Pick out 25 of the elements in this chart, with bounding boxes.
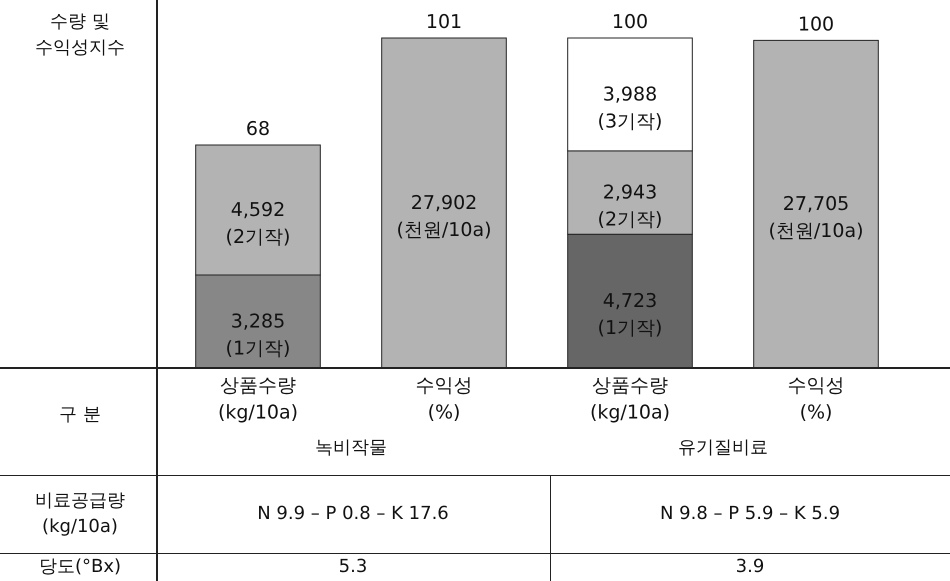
text: 101 [426, 11, 462, 33]
data-label: 2,943 (2기작) [598, 182, 662, 231]
text: N 9.8 – P 5.9 – K 5.9 [660, 502, 840, 526]
data-label: 3,285 (1기작) [226, 310, 290, 360]
x-axis-title: 구 분 [59, 403, 101, 427]
text: 당도(°Bx) [38, 555, 122, 579]
text: 5.3 [338, 555, 368, 579]
annotation: 68 [246, 118, 270, 140]
text: 녹비작물 [315, 436, 387, 460]
text: 100 [612, 11, 648, 33]
text: 비료공급량 (kg/10a) [35, 489, 125, 539]
data-label: 27,902 (천원/10a) [396, 192, 492, 241]
text: 3.9 [736, 555, 764, 579]
y-axis-title: 수량 및 수익성지수 [35, 10, 125, 60]
text: 유기질비료 [678, 436, 768, 460]
data-label: 4,723 (1기작) [598, 290, 662, 340]
text: 100 [798, 13, 834, 36]
x-tick-label: 상품수량 (kg/10a) [218, 374, 298, 424]
data-label: 4,592 (2기작) [226, 198, 290, 248]
data-label: 27,705 (천원/10a) [768, 193, 864, 242]
text: N 9.9 – P 0.8 – K 17.6 [257, 502, 449, 526]
x-tick-label: 수익성 (%) [788, 374, 844, 424]
data-label: 3,988 (3기작) [598, 83, 662, 132]
x-tick-label: 상품수량 (kg/10a) [590, 374, 670, 424]
x-tick-label: 수익성 (%) [416, 374, 472, 424]
